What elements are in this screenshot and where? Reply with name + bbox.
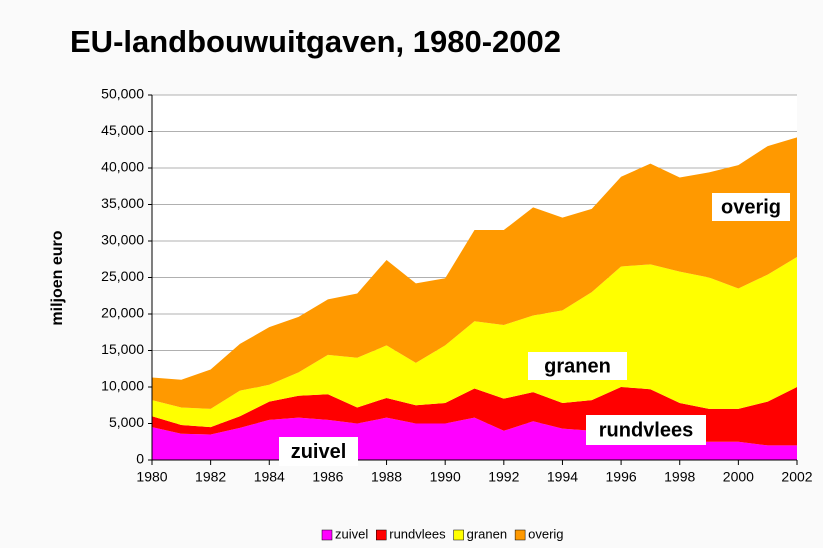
legend-swatch [514, 529, 526, 541]
annotation: overig [721, 196, 781, 218]
annotation-box [712, 193, 790, 221]
area [152, 257, 797, 428]
y-tick-label: 5,000 [109, 414, 144, 430]
y-tick-label: 10,000 [101, 378, 144, 394]
y-tick-label: 30,000 [101, 232, 144, 248]
x-tick-label: 1994 [547, 469, 578, 485]
legend-swatch [376, 529, 387, 541]
legend-label: overig [528, 526, 563, 541]
legend-swatch [453, 529, 464, 541]
legend-swatch [321, 529, 333, 541]
annotation-box [528, 352, 627, 380]
x-tick-label: 1998 [664, 469, 695, 485]
annotation: zuivel [291, 441, 347, 463]
y-tick-label: 20,000 [101, 305, 144, 321]
area [152, 137, 797, 409]
chart-title: EU-landbouwuitgaven, 1980-2002 [70, 24, 561, 59]
annotation-box [279, 437, 358, 466]
x-tick-label: 2002 [781, 469, 812, 485]
annotation: rundvlees [599, 419, 693, 441]
y-tick-label: 45,000 [101, 122, 144, 138]
x-tick-label: 1980 [136, 469, 167, 485]
y-tick-label: 0 [136, 451, 144, 467]
y-tick-label: 15,000 [101, 341, 144, 357]
legend-label: zuivel [335, 526, 368, 541]
x-tick-label: 2000 [723, 469, 754, 485]
y-tick-label: 25,000 [101, 268, 144, 284]
y-tick-label: 50,000 [101, 86, 144, 102]
x-tick-label: 1990 [430, 469, 461, 485]
x-tick-label: 1988 [371, 469, 402, 485]
y-tick-label: 35,000 [101, 195, 144, 211]
legend-label: rundvlees [389, 526, 446, 541]
y-axis-label: miljoen euro [49, 230, 66, 325]
x-tick-label: 1992 [488, 469, 519, 485]
x-tick-label: 1996 [606, 469, 637, 485]
x-tick-label: 1984 [254, 469, 285, 485]
annotation-box [586, 415, 706, 445]
y-tick-label: 40,000 [101, 159, 144, 175]
x-tick-label: 1986 [312, 469, 343, 485]
legend-label: granen [467, 526, 507, 541]
x-tick-label: 1982 [195, 469, 226, 485]
annotation: granen [544, 355, 611, 377]
